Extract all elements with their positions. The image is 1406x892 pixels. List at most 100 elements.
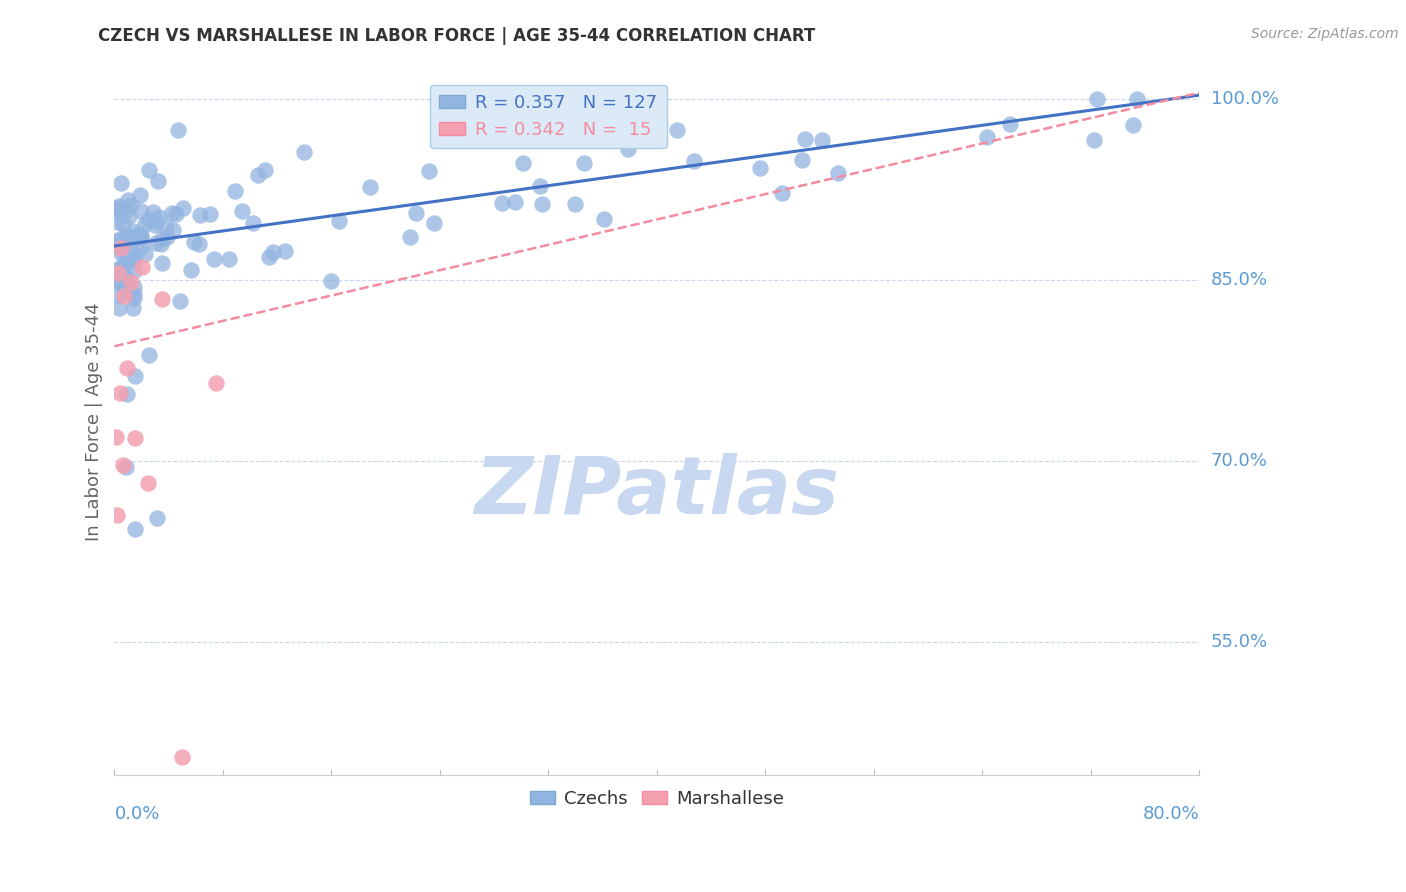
Point	[682, 154, 704, 169]
Point	[155, 220, 177, 235]
Point	[180, 263, 202, 277]
Point	[122, 301, 145, 315]
Point	[114, 281, 136, 295]
Point	[187, 237, 209, 252]
Point	[257, 250, 280, 264]
Point	[107, 262, 129, 277]
Point	[811, 133, 834, 147]
Point	[105, 201, 128, 215]
Point	[108, 386, 131, 401]
Point	[531, 196, 554, 211]
Point	[105, 214, 128, 228]
Point	[145, 213, 167, 227]
Point	[512, 156, 534, 170]
Point	[120, 275, 142, 289]
Point	[1122, 118, 1144, 132]
Point	[205, 376, 228, 390]
Point	[247, 168, 270, 182]
Point	[503, 194, 526, 209]
Point	[169, 293, 191, 308]
Point	[114, 460, 136, 475]
Point	[146, 511, 169, 525]
Legend: Czechs, Marshallese: Czechs, Marshallese	[523, 783, 792, 815]
Point	[976, 130, 998, 145]
Point	[418, 164, 440, 178]
Point	[122, 253, 145, 268]
Point	[145, 235, 167, 250]
Point	[122, 224, 145, 238]
Point	[160, 206, 183, 220]
Point	[188, 209, 211, 223]
Point	[122, 291, 145, 305]
Point	[172, 749, 194, 764]
Text: 0.0%: 0.0%	[114, 805, 160, 823]
Point	[127, 228, 149, 243]
Point	[115, 360, 138, 375]
Point	[292, 145, 315, 159]
Point	[105, 508, 128, 522]
Point	[117, 285, 139, 299]
Point	[156, 229, 179, 244]
Point	[172, 201, 194, 215]
Text: 70.0%: 70.0%	[1211, 452, 1267, 470]
Point	[105, 203, 128, 218]
Point	[115, 251, 138, 265]
Point	[108, 199, 131, 213]
Point	[122, 263, 145, 277]
Point	[150, 236, 173, 251]
Point	[565, 131, 588, 145]
Point	[242, 216, 264, 230]
Point	[148, 210, 170, 224]
Point	[131, 260, 153, 275]
Point	[115, 203, 138, 218]
Point	[1126, 92, 1149, 106]
Point	[591, 131, 613, 145]
Point	[593, 212, 616, 227]
Point	[118, 241, 141, 255]
Point	[124, 287, 146, 301]
Point	[165, 207, 187, 221]
Point	[150, 292, 173, 306]
Point	[224, 184, 246, 198]
Point	[105, 274, 128, 288]
Point	[114, 245, 136, 260]
Point	[110, 245, 132, 260]
Point	[529, 178, 551, 193]
Point	[827, 166, 849, 180]
Point	[218, 252, 240, 267]
Point	[138, 162, 160, 177]
Point	[112, 258, 135, 272]
Point	[134, 246, 156, 260]
Text: 100.0%: 100.0%	[1211, 90, 1278, 108]
Text: 85.0%: 85.0%	[1211, 271, 1268, 289]
Point	[124, 368, 146, 383]
Point	[129, 240, 152, 254]
Y-axis label: In Labor Force | Age 35-44: In Labor Force | Age 35-44	[86, 302, 103, 541]
Point	[167, 123, 190, 137]
Point	[319, 274, 342, 288]
Point	[128, 188, 150, 202]
Point	[138, 348, 160, 362]
Point	[274, 244, 297, 258]
Point	[150, 232, 173, 246]
Point	[398, 229, 420, 244]
Point	[110, 241, 132, 255]
Point	[422, 216, 444, 230]
Text: 80.0%: 80.0%	[1143, 805, 1199, 823]
Point	[117, 230, 139, 244]
Point	[128, 227, 150, 241]
Point	[115, 271, 138, 285]
Point	[1000, 117, 1022, 131]
Point	[574, 155, 596, 169]
Point	[146, 173, 169, 187]
Point	[162, 222, 184, 236]
Point	[547, 104, 569, 119]
Point	[1085, 92, 1108, 106]
Point	[198, 207, 221, 221]
Point	[117, 193, 139, 207]
Point	[115, 227, 138, 242]
Point	[110, 176, 132, 190]
Point	[104, 430, 127, 444]
Point	[117, 387, 139, 401]
Point	[118, 232, 141, 246]
